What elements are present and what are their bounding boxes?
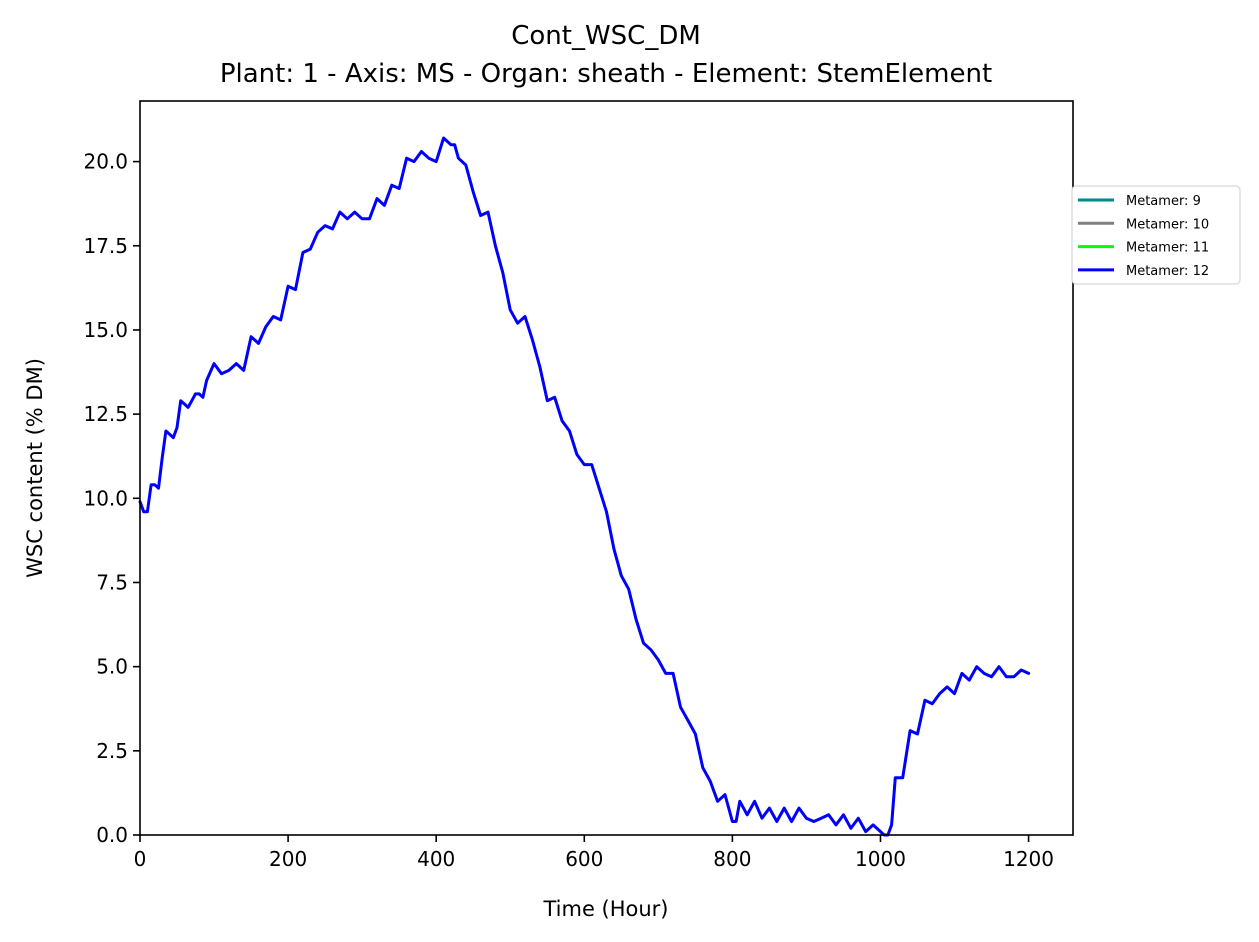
legend-label: Metamer: 10	[1126, 217, 1209, 232]
chart-subtitle: Plant: 1 - Axis: MS - Organ: sheath - El…	[220, 59, 992, 89]
x-tick-label: 600	[565, 847, 603, 871]
series-layer	[138, 136, 1031, 837]
chart-title: Cont_WSC_DM	[511, 21, 701, 51]
series-line-metamer-3	[138, 136, 1031, 837]
y-tick-label: 10.0	[83, 486, 128, 510]
y-axis-label: WSC content (% DM)	[23, 358, 47, 578]
plot-frame	[140, 101, 1073, 835]
plot-border	[139, 100, 1074, 836]
y-tick-label: 5.0	[96, 655, 128, 679]
y-tick-label: 15.0	[83, 318, 128, 342]
y-tick-label: 20.0	[83, 150, 128, 174]
x-tick-label: 400	[417, 847, 455, 871]
plot-area	[138, 100, 1074, 837]
legend-box	[1071, 185, 1241, 285]
x-tick-label: 1000	[855, 847, 906, 871]
legend-label: Metamer: 12	[1126, 264, 1209, 279]
legend-items: Metamer: 9 Metamer: 10 Metamer: 11 Metamer:…	[1078, 194, 1209, 279]
legend-label: Metamer: 9	[1126, 194, 1201, 209]
y-tick-label: 0.0	[96, 823, 128, 847]
y-tick-label: 7.5	[96, 570, 128, 594]
y-axis-ticks: 0.0 2.5 5.0 7.5 10.0 12.5 15.0 17.5 20.0	[83, 150, 140, 847]
x-axis-label: Time (Hour)	[542, 897, 668, 921]
legend: Metamer: 9 Metamer: 10 Metamer: 11 Metamer:…	[1071, 185, 1241, 285]
x-axis-ticks: 0 200 400 600 800 1000 1200	[134, 835, 1054, 871]
y-tick-label: 12.5	[83, 402, 128, 426]
x-tick-label: 0	[134, 847, 147, 871]
x-tick-label: 200	[269, 847, 307, 871]
legend-label: Metamer: 11	[1126, 241, 1209, 256]
x-tick-label: 800	[713, 847, 751, 871]
y-tick-label: 2.5	[96, 739, 128, 763]
x-tick-label: 1200	[1003, 847, 1054, 871]
y-tick-label: 17.5	[83, 234, 128, 258]
